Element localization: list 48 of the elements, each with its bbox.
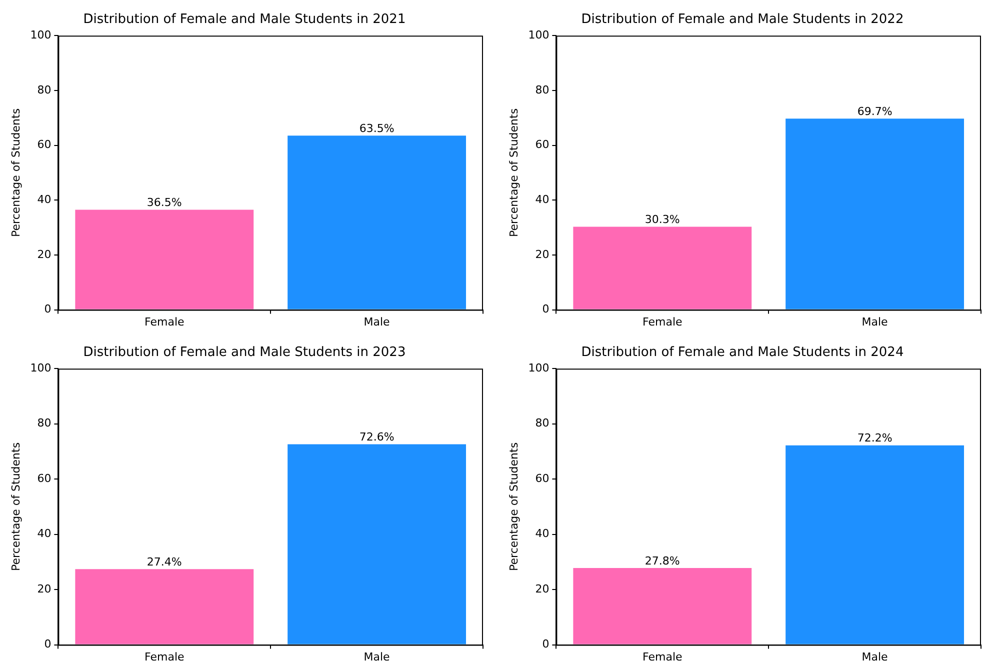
y-tick-label: 60 bbox=[535, 472, 550, 485]
data-label: 36.5% bbox=[146, 196, 182, 210]
y-tick-label: 80 bbox=[37, 416, 52, 430]
x-tick-label: Female bbox=[144, 650, 185, 664]
x-tick-label: Female bbox=[144, 315, 185, 328]
y-tick-label: 40 bbox=[535, 527, 550, 540]
y-tick-label: 60 bbox=[37, 472, 52, 485]
y-tick-label: 100 bbox=[30, 361, 52, 374]
x-tick-label: Male bbox=[862, 315, 888, 328]
y-tick-label: 0 bbox=[44, 638, 52, 651]
chart-title: Distribution of Female and Male Students in 2021 bbox=[83, 12, 406, 28]
y-axis-title: Percentage of Students bbox=[9, 108, 22, 237]
y-axis-title: Percentage of Students bbox=[9, 442, 22, 571]
x-tick-label: Female bbox=[642, 315, 683, 328]
y-tick-label: 40 bbox=[37, 192, 52, 206]
y-tick-label: 60 bbox=[37, 138, 52, 152]
y-tick-label: 0 bbox=[542, 302, 550, 316]
y-tick-label: 40 bbox=[535, 192, 550, 206]
y-axis-title: Percentage of Students bbox=[507, 442, 520, 571]
y-tick-label: 0 bbox=[44, 302, 52, 316]
x-tick-label: Male bbox=[364, 650, 390, 664]
y-tick-label: 20 bbox=[37, 248, 52, 261]
y-tick-label: 80 bbox=[535, 83, 550, 96]
data-label: 30.3% bbox=[644, 213, 680, 226]
chart-title: Distribution of Female and Male Students in 2022 bbox=[581, 12, 904, 28]
chart-title: Distribution of Female and Male Students in 2024 bbox=[581, 345, 904, 360]
y-tick-label: 40 bbox=[37, 527, 52, 540]
y-tick-label: 60 bbox=[535, 138, 550, 152]
chart-title: Distribution of Female and Male Students in 2023 bbox=[83, 345, 406, 360]
x-tick-label: Male bbox=[862, 650, 888, 664]
data-label: 27.4% bbox=[146, 555, 182, 568]
y-tick-label: 100 bbox=[528, 361, 550, 374]
y-axis-title: Percentage of Students bbox=[507, 108, 520, 237]
y-tick-label: 100 bbox=[30, 28, 52, 42]
y-tick-label: 20 bbox=[535, 582, 550, 596]
x-tick-label: Female bbox=[642, 650, 683, 664]
data-label: 72.6% bbox=[359, 430, 394, 444]
data-label: 69.7% bbox=[857, 105, 892, 118]
y-tick-label: 100 bbox=[528, 28, 550, 42]
y-tick-label: 20 bbox=[37, 582, 52, 596]
y-tick-label: 20 bbox=[535, 248, 550, 261]
y-tick-label: 0 bbox=[542, 638, 550, 651]
y-tick-label: 80 bbox=[535, 416, 550, 430]
x-tick-label: Male bbox=[364, 315, 390, 328]
data-label: 63.5% bbox=[359, 122, 394, 136]
data-label: 27.8% bbox=[644, 554, 680, 568]
data-label: 72.2% bbox=[857, 432, 892, 445]
y-tick-label: 80 bbox=[37, 83, 52, 96]
